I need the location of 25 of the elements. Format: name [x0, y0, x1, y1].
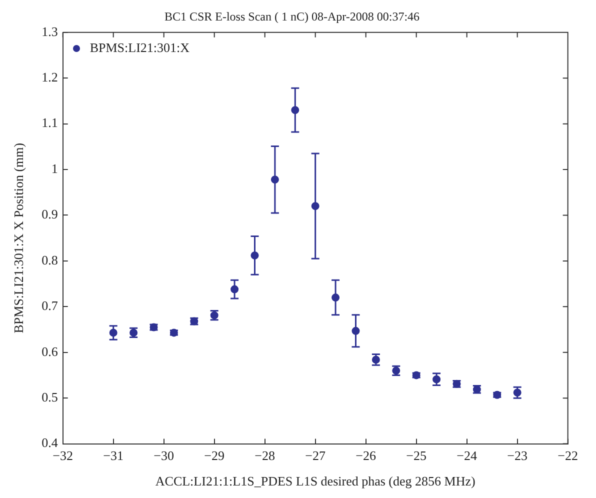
y-tick-label: 0.6: [42, 344, 58, 359]
y-axis-title: BPMS:LI21:301:X X Position (mm): [11, 142, 26, 334]
y-tick-label: 1: [51, 160, 58, 176]
legend-label: BPMS:LI21:301:X: [90, 40, 190, 56]
y-tick-label: 1.1: [42, 115, 58, 130]
x-tick-label: −31: [103, 448, 124, 464]
x-tick-label: −28: [254, 448, 276, 464]
y-tick-label: 0.7: [42, 298, 58, 314]
y-tick-label: 1.3: [42, 24, 58, 39]
x-tick-label: −23: [507, 448, 528, 464]
y-tick-label: 0.5: [42, 390, 58, 405]
chart-title: BC1 CSR E-loss Scan ( 1 nC) 08-Apr-2008 00:37:46: [164, 9, 420, 24]
x-tick-label: −22: [558, 448, 578, 464]
x-tick-label: −30: [154, 448, 174, 464]
x-axis-title: ACCL:LI21:1:L1S_PDES L1S desired phas (deg 2856 MHz): [155, 474, 476, 489]
y-tick-label: 0.9: [42, 206, 58, 222]
y-tick-label: 0.4: [42, 435, 58, 450]
x-tick-label: −26: [356, 448, 376, 464]
x-tick-label: −25: [406, 448, 427, 464]
x-tick-label: −32: [52, 448, 74, 464]
x-tick-label: −29: [204, 448, 225, 464]
y-tick-label: 0.8: [42, 252, 58, 268]
x-tick-label: −24: [456, 448, 478, 464]
x-tick-label: −27: [305, 448, 326, 464]
y-tick-label: 1.2: [42, 70, 58, 85]
